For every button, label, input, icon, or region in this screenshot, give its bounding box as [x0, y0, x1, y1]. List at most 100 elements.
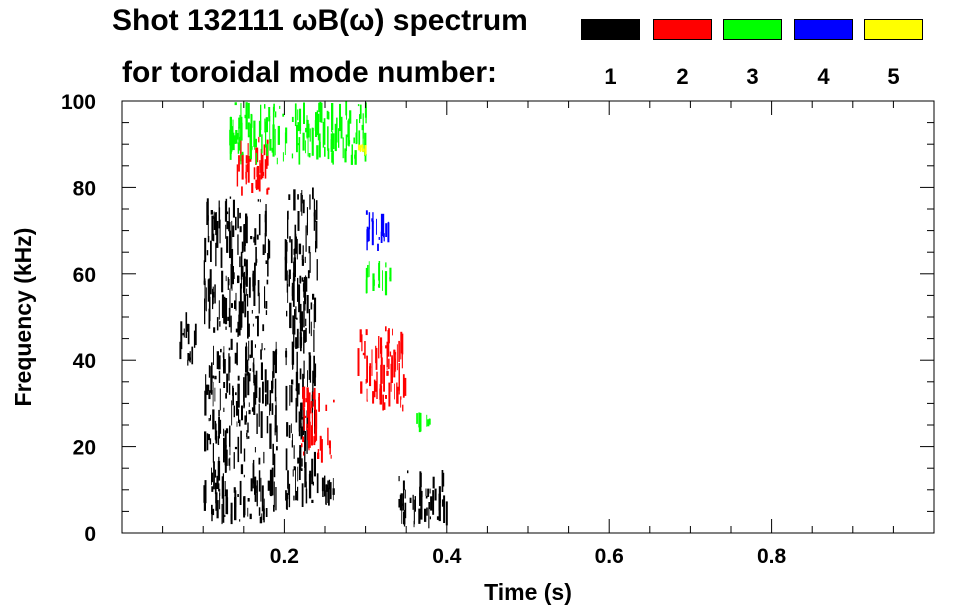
- spectrum-streak-mode-1: [429, 488, 431, 494]
- spectrum-streak-mode-2: [380, 364, 382, 390]
- spectrum-streak-mode-1: [231, 220, 233, 249]
- spectrum-streak-mode-1: [228, 347, 231, 351]
- spectrum-streak-mode-1: [298, 411, 300, 432]
- spectrum-streak-mode-3: [268, 107, 271, 122]
- spectrum-streak-mode-1: [244, 294, 247, 318]
- spectrum-streak-mode-1: [297, 194, 299, 200]
- spectrum-streak-mode-1: [230, 315, 232, 333]
- spectrum-streak-mode-2: [241, 153, 244, 180]
- spectrum-streak-mode-2: [400, 396, 402, 400]
- spectrum-streak-mode-2: [306, 423, 308, 430]
- spectrum-streak-mode-3: [384, 271, 388, 296]
- spectrum-streak-mode-1: [300, 468, 303, 471]
- spectrum-streak-mode-1: [213, 327, 216, 333]
- spectrum-region-mode-3: [416, 412, 431, 433]
- spectrum-streak-mode-3: [276, 157, 278, 165]
- spectrum-streak-mode-3: [382, 270, 383, 291]
- spectrum-streak-mode-2: [251, 183, 254, 193]
- y-tick-label: 80: [73, 177, 96, 200]
- spectrum-streak-mode-2: [316, 409, 318, 429]
- spectrum-streak-mode-1: [245, 262, 247, 285]
- spectrum-streak-mode-1: [214, 375, 217, 380]
- spectrum-streak-mode-3: [234, 102, 237, 106]
- spectrum-streak-mode-1: [316, 473, 319, 494]
- spectrum-streak-mode-4: [372, 212, 374, 224]
- legend-swatch-mode-2: [653, 19, 712, 40]
- spectrum-streak-mode-1: [301, 483, 304, 507]
- spectrum-streak-mode-3: [327, 148, 330, 160]
- spectrum-streak-mode-1: [229, 230, 232, 259]
- spectrum-streak-mode-1: [245, 259, 248, 287]
- spectrum-streak-mode-1: [211, 215, 214, 241]
- spectrum-streak-mode-1: [254, 344, 256, 348]
- spectrum-streak-mode-1: [208, 390, 211, 400]
- spectrum-streak-mode-5: [360, 145, 362, 151]
- spectrum-streak-mode-3: [238, 136, 241, 151]
- spectrum-streak-mode-3: [372, 273, 375, 291]
- spectrum-streak-mode-2: [307, 410, 311, 435]
- spectrum-streak-mode-2: [307, 390, 309, 418]
- spectrum-region-mode-1: [284, 187, 318, 510]
- spectrum-streak-mode-3: [340, 116, 343, 139]
- spectrum-streak-mode-2: [376, 371, 378, 399]
- spectrum-streak-mode-1: [306, 295, 309, 314]
- spectrum-streak-mode-1: [293, 466, 296, 471]
- spectrum-region-mode-1: [203, 338, 278, 525]
- spectrum-streak-mode-3: [269, 139, 272, 151]
- spectrum-streak-mode-1: [269, 390, 272, 412]
- spectrum-streak-mode-1: [252, 463, 254, 489]
- spectrum-streak-mode-1: [398, 499, 401, 508]
- spectrum-streak-mode-1: [247, 372, 250, 396]
- spectrum-streak-mode-5: [362, 148, 365, 152]
- spectrum-streak-mode-1: [239, 212, 241, 219]
- spectrum-streak-mode-1: [306, 410, 309, 429]
- spectrum-streak-mode-2: [308, 421, 311, 448]
- spectrum-streak-mode-1: [194, 323, 197, 346]
- spectrum-streak-mode-1: [261, 513, 263, 524]
- spectrum-streak-mode-3: [302, 132, 305, 151]
- spectrum-streak-mode-1: [228, 222, 231, 232]
- spectrum-streak-mode-1: [428, 507, 430, 529]
- spectrum-streak-mode-1: [215, 242, 217, 267]
- spectrum-streak-mode-1: [243, 258, 246, 267]
- spectrum-streak-mode-1: [220, 348, 222, 353]
- spectrum-streak-mode-1: [260, 362, 263, 380]
- spectrum-streak-mode-1: [289, 236, 291, 243]
- spectrum-streak-mode-2: [258, 174, 261, 192]
- legend-swatch-mode-5: [864, 19, 923, 40]
- spectrum-streak-mode-3: [297, 109, 299, 121]
- spectrum-streak-mode-1: [213, 345, 214, 365]
- spectrum-streak-mode-1: [262, 381, 264, 404]
- spectrum-streak-mode-4: [380, 213, 383, 236]
- spectrum-streak-mode-1: [244, 373, 247, 398]
- spectrum-streak-mode-2: [372, 391, 375, 404]
- spectrum-streak-mode-1: [214, 284, 216, 304]
- spectrum-streak-mode-1: [305, 318, 307, 327]
- spectrum-streak-mode-3: [317, 113, 320, 141]
- spectrum-streak-mode-3: [316, 145, 319, 160]
- spectrum-streak-mode-1: [237, 375, 240, 381]
- spectrum-streak-mode-1: [248, 340, 250, 361]
- spectrum-streak-mode-1: [260, 411, 263, 438]
- spectrum-streak-mode-1: [212, 375, 215, 379]
- spectrum-streak-mode-1: [211, 362, 213, 383]
- spectrum-streak-mode-1: [212, 288, 214, 310]
- spectrum-streak-mode-1: [221, 476, 224, 499]
- spectrum-streak-mode-1: [234, 446, 238, 450]
- spectrum-streak-mode-1: [219, 419, 222, 434]
- spectrum-streak-mode-2: [380, 341, 382, 358]
- spectrum-streak-mode-1: [222, 473, 224, 499]
- spectrum-streak-mode-1: [258, 470, 261, 492]
- spectrum-streak-mode-2: [395, 352, 397, 372]
- spectrum-streak-mode-1: [223, 382, 226, 388]
- spectrum-streak-mode-2: [302, 387, 304, 399]
- spectrum-streak-mode-4: [387, 222, 390, 243]
- spectrum-streak-mode-2: [402, 404, 404, 412]
- spectrum-streak-mode-1: [294, 309, 296, 335]
- spectrum-region-mode-2: [301, 386, 335, 463]
- spectrum-streak-mode-1: [264, 286, 266, 309]
- spectrum-streak-mode-3: [331, 120, 332, 133]
- spectrum-streak-mode-1: [210, 414, 211, 421]
- spectrum-streak-mode-1: [304, 289, 306, 311]
